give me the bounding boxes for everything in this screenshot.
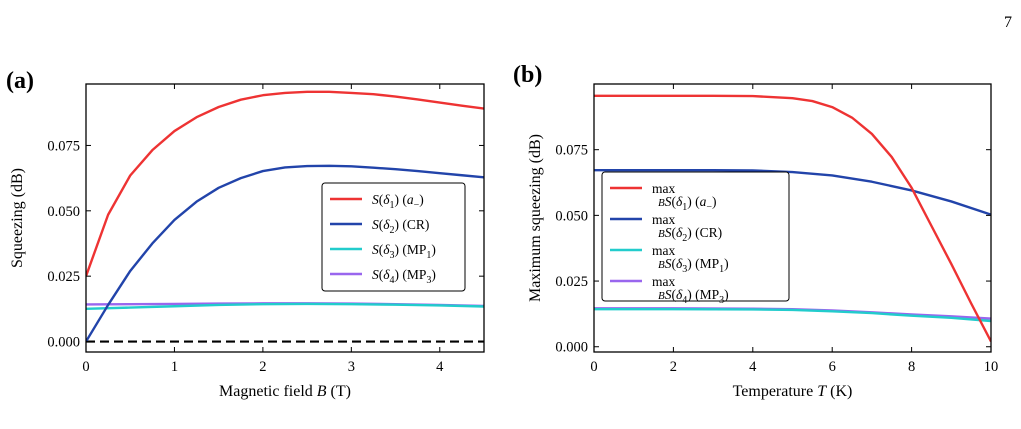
plot-frame bbox=[85, 83, 485, 353]
legend-label-4: max BS(δ4) (MP3) bbox=[652, 274, 729, 306]
legend-box bbox=[321, 182, 466, 292]
series-line-2 bbox=[594, 168, 991, 216]
legend-label-1: max BS(δ1) (a−) bbox=[652, 181, 717, 213]
chart-panel-a: (a) 0 1 2 3 4 0.000 0.025 0.050 0.075 Magnetic fie… bbox=[6, 68, 485, 400]
page-number: 7 bbox=[1004, 14, 1012, 31]
series-line-1 bbox=[594, 94, 991, 343]
series-line-3 bbox=[594, 307, 991, 323]
y-tick-label: 0.050 bbox=[47, 204, 80, 220]
y-tick-label: 0.000 bbox=[47, 335, 80, 351]
plot-frame bbox=[593, 83, 992, 353]
legend: S(δ1) (a−) S(δ2) (CR) S(δ3) (MP1) S(δ4) (MP… bbox=[321, 182, 466, 292]
y-tick-label: 0.075 bbox=[47, 138, 80, 154]
y-tick-label: 0.050 bbox=[555, 208, 588, 224]
legend-box bbox=[601, 171, 790, 302]
x-tick-label: 1 bbox=[171, 359, 178, 375]
legend-label-4: S(δ4) (MP3) bbox=[372, 267, 436, 286]
x-axis-label: Magnetic field B (T) bbox=[219, 383, 351, 400]
series-line-3 bbox=[86, 302, 484, 311]
series-line-1 bbox=[86, 90, 484, 277]
y-axis-label: Squeezing (dB) bbox=[9, 168, 26, 268]
x-tick-label: 0 bbox=[590, 359, 597, 375]
y-axis-label: Maximum squeezing (dB) bbox=[527, 134, 544, 302]
y-tick-label: 0.025 bbox=[47, 269, 80, 285]
x-tick-label: 2 bbox=[259, 359, 266, 375]
y-tick-label: 0.025 bbox=[555, 274, 588, 290]
legend-label-1: S(δ1) (a−) bbox=[372, 192, 424, 211]
legend-label-3: max BS(δ3) (MP1) bbox=[652, 243, 729, 275]
series-line-2 bbox=[86, 164, 484, 343]
legend-label-2: max BS(δ2) (CR) bbox=[652, 212, 722, 244]
y-tick-label: 0.000 bbox=[555, 340, 588, 356]
x-axis-label: Temperature T (K) bbox=[733, 383, 853, 400]
x-tick-label: 3 bbox=[348, 359, 355, 375]
panel-label: (a) bbox=[6, 68, 34, 94]
x-tick-label: 6 bbox=[829, 359, 836, 375]
panel-label: (b) bbox=[513, 62, 542, 88]
legend: max BS(δ1) (a−)max BS(δ2) (CR)max BS(δ3)… bbox=[601, 171, 790, 306]
x-tick-label: 4 bbox=[749, 359, 757, 375]
y-tick-label: 0.075 bbox=[555, 143, 588, 159]
chart-panel-b: (b) 0 2 4 6 8 10 0.000 0.025 0.050 0.075 Temperatur… bbox=[513, 62, 998, 400]
x-tick-label: 2 bbox=[670, 359, 677, 375]
x-tick-label: 4 bbox=[436, 359, 444, 375]
x-tick-label: 10 bbox=[984, 359, 999, 375]
legend-label-3: S(δ3) (MP1) bbox=[372, 242, 436, 261]
x-tick-label: 0 bbox=[82, 359, 89, 375]
legend-label-2: S(δ2) (CR) bbox=[372, 217, 429, 236]
x-tick-label: 8 bbox=[908, 359, 915, 375]
